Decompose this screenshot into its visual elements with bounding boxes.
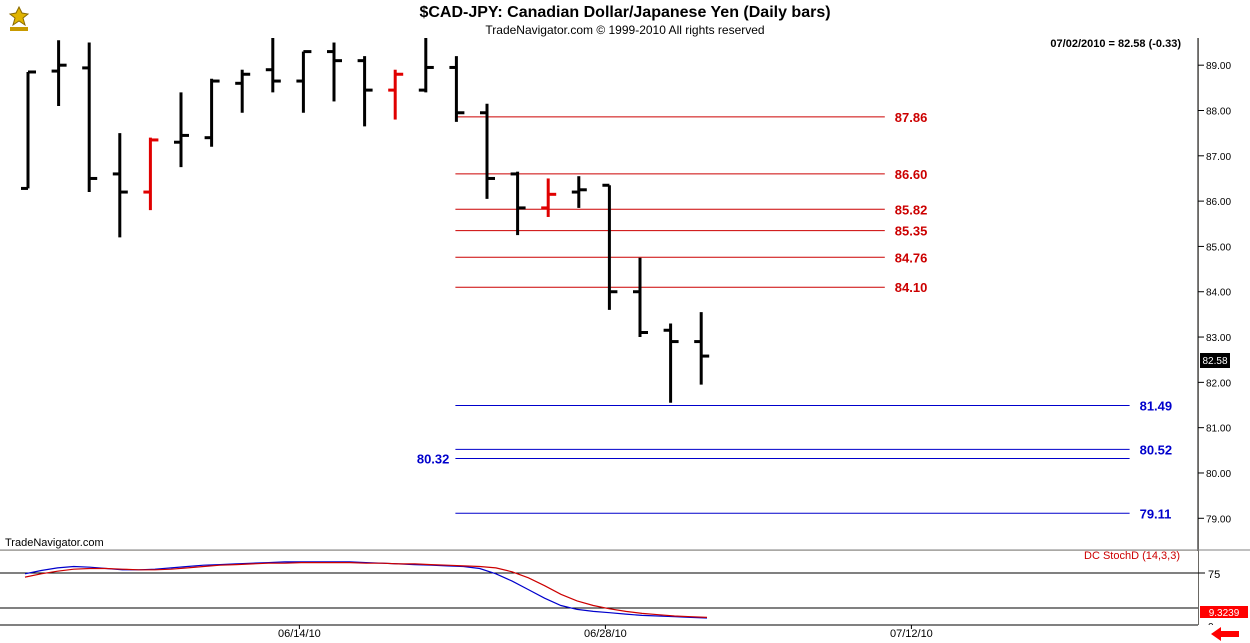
- indicator-label: DC StochD (14,3,3): [1084, 550, 1180, 562]
- y-tick-label: 88.00: [1206, 106, 1231, 117]
- y-tick-label: 81.00: [1206, 424, 1231, 435]
- level-lines: 87.86 86.60 85.82 85.35 84.76 84.10 81.49 80.52…: [417, 110, 1172, 521]
- y-axis-ticks: 89.00 88.00 87.00 86.00 85.00 84.00 83.00 82.00…: [1198, 61, 1231, 525]
- ohlc-bar: [449, 56, 465, 122]
- chart-header: $CAD-JPY: Canadian Dollar/Japanese Yen (…: [0, 0, 1250, 38]
- watermark-text: TradeNavigator.com: [5, 537, 104, 549]
- level-label: 84.10: [895, 280, 928, 295]
- scroll-left-icon[interactable]: [1209, 627, 1241, 641]
- level-label: 80.32: [417, 451, 450, 466]
- ohlc-bar: [694, 312, 710, 385]
- ohlc-bar: [541, 178, 557, 217]
- ohlc-bar: [235, 69, 251, 113]
- stochastic-lines: [24, 561, 708, 619]
- indicator-level-label: 75: [1208, 569, 1220, 581]
- y-tick-label: 85.00: [1206, 242, 1231, 253]
- y-tick-label: 86.00: [1206, 197, 1231, 208]
- y-tick-label: 84.00: [1206, 288, 1231, 299]
- level-label: 81.49: [1140, 398, 1173, 413]
- ohlc-bar: [418, 38, 434, 93]
- level-label: 80.52: [1140, 442, 1173, 457]
- y-tick-label: 79.00: [1206, 514, 1231, 525]
- y-tick-label: 89.00: [1206, 61, 1231, 72]
- ohlc-bar: [357, 56, 373, 127]
- price-bars: [21, 38, 710, 403]
- chart-title: $CAD-JPY: Canadian Dollar/Japanese Yen (…: [419, 4, 831, 21]
- level-label: 86.60: [895, 167, 928, 182]
- ohlc-bar: [21, 70, 36, 190]
- y-tick-label: 80.00: [1206, 469, 1231, 480]
- ohlc-bar: [112, 133, 128, 238]
- x-tick-label: 06/14/10: [278, 628, 321, 640]
- y-tick-label: 87.00: [1206, 152, 1231, 163]
- x-axis-ticks: 06/14/10 06/28/10 07/12/10: [278, 625, 933, 640]
- level-label: 85.82: [895, 202, 928, 217]
- x-tick-label: 06/28/10: [584, 628, 627, 640]
- ohlc-bar: [388, 69, 404, 120]
- indicator-panel: [0, 551, 1198, 625]
- ohlc-bar: [174, 92, 189, 168]
- ohlc-bar: [571, 176, 587, 208]
- ohlc-bar: [327, 42, 342, 102]
- indicator-value-tag-text: 9.3239: [1209, 608, 1240, 619]
- ohlc-bar: [204, 78, 220, 147]
- quote-readout: 07/02/2010 = 82.58 (-0.33): [1050, 38, 1181, 50]
- stochastic-line: [24, 561, 708, 618]
- level-label: 79.11: [1140, 506, 1172, 521]
- last-price-tag-text: 82.58: [1202, 356, 1227, 367]
- x-tick-label: 07/12/10: [890, 628, 933, 640]
- copyright-subtitle: TradeNavigator.com © 1999-2010 All right…: [485, 23, 765, 37]
- last-price-tag: [1200, 353, 1230, 368]
- ohlc-bar: [510, 171, 526, 236]
- indicator-value-tag: [1200, 606, 1248, 618]
- level-label: 85.35: [895, 224, 928, 239]
- trade-navigator-logo-icon: [4, 4, 34, 34]
- ohlc-bar: [143, 137, 159, 211]
- ohlc-bar: [82, 42, 98, 193]
- ohlc-bar: [663, 323, 679, 403]
- ohlc-bar: [480, 103, 495, 199]
- level-label: 84.76: [895, 250, 928, 265]
- y-tick-label: 83.00: [1206, 333, 1231, 344]
- ohlc-bar: [265, 38, 281, 93]
- level-label: 87.86: [895, 110, 928, 125]
- ohlc-bar: [633, 257, 648, 338]
- price-axis: [1199, 38, 1250, 625]
- price-panel: [0, 38, 1198, 550]
- ohlc-bar: [51, 40, 67, 106]
- date-axis: [0, 625, 1250, 643]
- ohlc-bar: [296, 50, 312, 113]
- y-tick-label: 82.00: [1206, 378, 1231, 389]
- ohlc-bar: [602, 183, 618, 310]
